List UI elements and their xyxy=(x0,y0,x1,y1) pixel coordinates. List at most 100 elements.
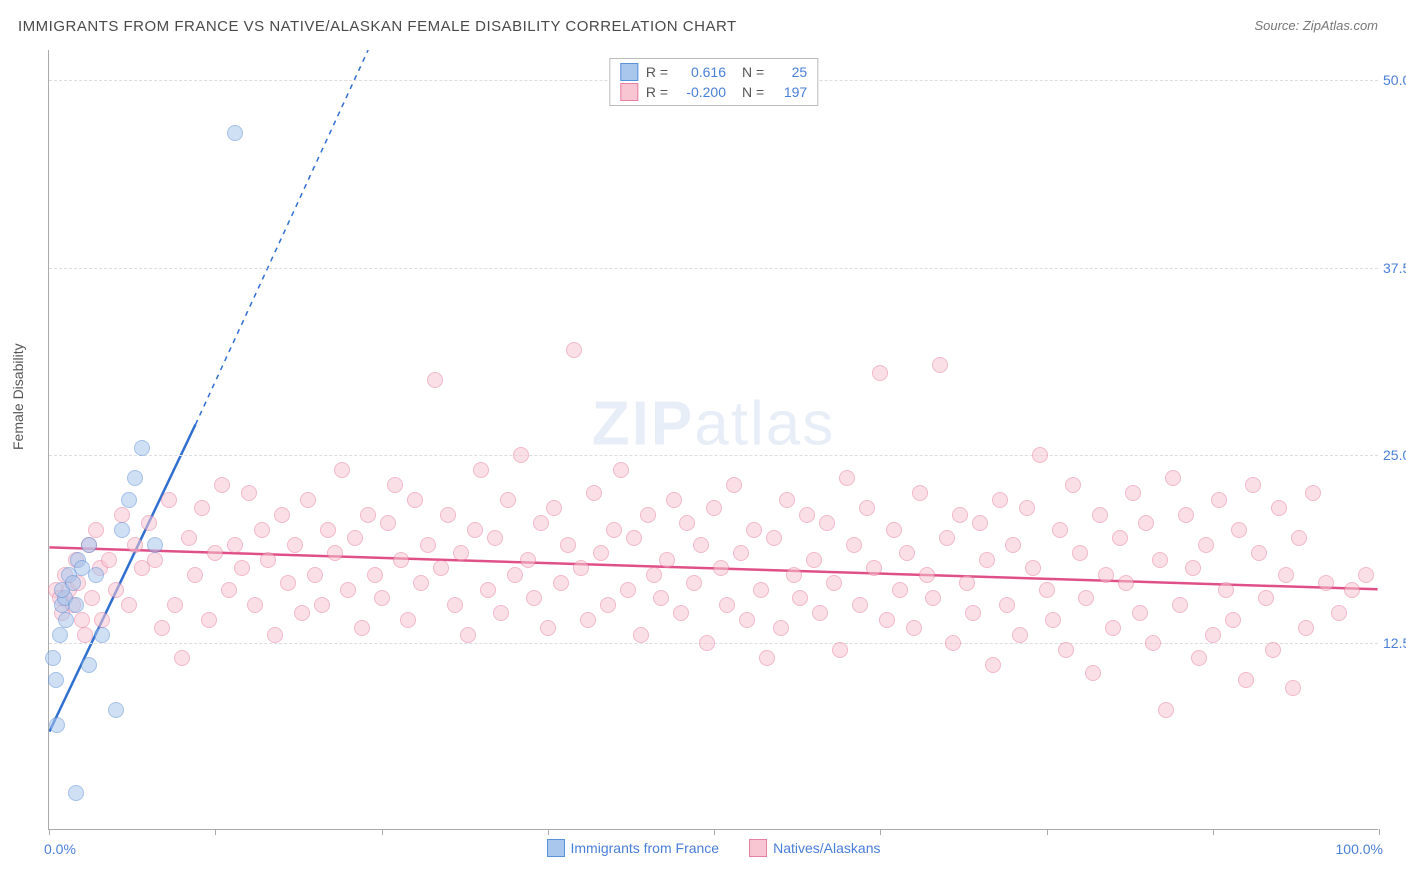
scatter-point xyxy=(580,612,596,628)
scatter-point xyxy=(739,612,755,628)
scatter-point xyxy=(68,785,84,801)
scatter-point xyxy=(460,627,476,643)
legend-series-label: Immigrants from France xyxy=(571,840,720,856)
scatter-point xyxy=(1285,680,1301,696)
gridline xyxy=(49,455,1378,456)
scatter-point xyxy=(573,560,589,576)
scatter-point xyxy=(520,552,536,568)
scatter-point xyxy=(234,560,250,576)
scatter-point xyxy=(513,447,529,463)
scatter-point xyxy=(167,597,183,613)
legend-r-label: R = xyxy=(646,64,668,80)
scatter-point xyxy=(393,552,409,568)
scatter-point xyxy=(187,567,203,583)
scatter-point xyxy=(327,545,343,561)
scatter-point xyxy=(912,485,928,501)
scatter-point xyxy=(1118,575,1134,591)
scatter-point xyxy=(1125,485,1141,501)
scatter-point xyxy=(221,582,237,598)
scatter-point xyxy=(932,357,948,373)
x-tick xyxy=(548,829,549,835)
scatter-point xyxy=(1098,567,1114,583)
scatter-point xyxy=(360,507,376,523)
scatter-point xyxy=(88,567,104,583)
legend-swatch xyxy=(749,839,767,857)
source-label: Source: ZipAtlas.com xyxy=(1254,18,1378,33)
scatter-point xyxy=(919,567,935,583)
scatter-point xyxy=(866,560,882,576)
scatter-point xyxy=(181,530,197,546)
scatter-point xyxy=(241,485,257,501)
legend-n-label: N = xyxy=(742,64,764,80)
scatter-point xyxy=(48,672,64,688)
scatter-point xyxy=(879,612,895,628)
scatter-point xyxy=(94,627,110,643)
scatter-point xyxy=(413,575,429,591)
scatter-point xyxy=(121,597,137,613)
scatter-point xyxy=(606,522,622,538)
scatter-point xyxy=(81,537,97,553)
scatter-point xyxy=(374,590,390,606)
scatter-point xyxy=(659,552,675,568)
legend-series-item: Natives/Alaskans xyxy=(749,839,880,857)
scatter-point xyxy=(759,650,775,666)
scatter-point xyxy=(1105,620,1121,636)
scatter-point xyxy=(1238,672,1254,688)
scatter-point xyxy=(214,477,230,493)
scatter-point xyxy=(945,635,961,651)
chart-title: IMMIGRANTS FROM FRANCE VS NATIVE/ALASKAN… xyxy=(18,18,737,35)
scatter-point xyxy=(600,597,616,613)
scatter-point xyxy=(899,545,915,561)
scatter-point xyxy=(1218,582,1234,598)
scatter-point xyxy=(952,507,968,523)
scatter-point xyxy=(340,582,356,598)
scatter-point xyxy=(1265,642,1281,658)
scatter-point xyxy=(713,560,729,576)
scatter-point xyxy=(68,597,84,613)
scatter-point xyxy=(127,470,143,486)
scatter-point xyxy=(593,545,609,561)
scatter-point xyxy=(1112,530,1128,546)
watermark-bold: ZIP xyxy=(592,389,694,458)
scatter-point xyxy=(886,522,902,538)
scatter-point xyxy=(1078,590,1094,606)
scatter-point xyxy=(493,605,509,621)
scatter-point xyxy=(147,552,163,568)
scatter-point xyxy=(81,657,97,673)
legend-swatch xyxy=(547,839,565,857)
scatter-point xyxy=(786,567,802,583)
legend-r-value: 0.616 xyxy=(676,64,726,80)
legend-stat-row: R =0.616N =25 xyxy=(620,63,807,81)
scatter-point xyxy=(52,627,68,643)
scatter-point xyxy=(94,612,110,628)
scatter-point xyxy=(906,620,922,636)
scatter-point xyxy=(1344,582,1360,598)
x-tick xyxy=(382,829,383,835)
x-tick xyxy=(880,829,881,835)
scatter-point xyxy=(586,485,602,501)
scatter-point xyxy=(925,590,941,606)
x-tick xyxy=(49,829,50,835)
scatter-point xyxy=(812,605,828,621)
scatter-point xyxy=(1198,537,1214,553)
watermark-rest: atlas xyxy=(694,389,835,458)
scatter-point xyxy=(693,537,709,553)
y-tick-label: 12.5% xyxy=(1383,635,1406,651)
scatter-point xyxy=(620,582,636,598)
scatter-point xyxy=(566,342,582,358)
scatter-point xyxy=(1191,650,1207,666)
scatter-point xyxy=(1065,477,1081,493)
legend-swatch xyxy=(620,63,638,81)
scatter-point xyxy=(227,537,243,553)
scatter-point xyxy=(1245,477,1261,493)
x-tick xyxy=(215,829,216,835)
scatter-point xyxy=(84,590,100,606)
scatter-point xyxy=(1271,500,1287,516)
scatter-point xyxy=(1231,522,1247,538)
scatter-point xyxy=(679,515,695,531)
scatter-point xyxy=(666,492,682,508)
scatter-point xyxy=(846,537,862,553)
scatter-point xyxy=(88,522,104,538)
scatter-point xyxy=(699,635,715,651)
scatter-point xyxy=(307,567,323,583)
